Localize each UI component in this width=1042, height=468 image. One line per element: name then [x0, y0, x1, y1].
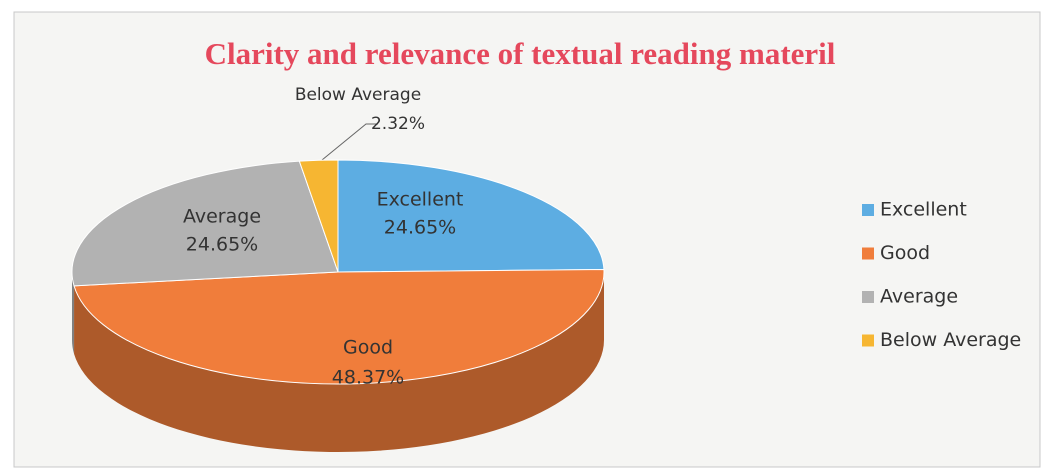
slice-category-label: Average: [183, 206, 261, 228]
slice-category-label: Below Average: [295, 85, 421, 105]
pie-slice: [71, 160, 339, 287]
slice-category-label: Excellent: [377, 189, 464, 211]
slice-value-label: 24.65%: [384, 217, 456, 239]
slice-value-label: 48.37%: [332, 367, 404, 389]
pie-tops: [71, 159, 605, 385]
legend: Excellent Good Average Below Average: [862, 199, 1021, 351]
slice-value-label: 2.32%: [371, 114, 425, 134]
leader-line: [321, 123, 378, 161]
slice-value-label: 24.65%: [186, 234, 258, 256]
legend-label: Below Average: [880, 329, 1021, 351]
legend-swatch: [862, 291, 874, 303]
pie-slice: [73, 269, 605, 385]
slice-category-label: Good: [343, 337, 393, 359]
pie-slice: [298, 159, 339, 273]
legend-label: Average: [880, 286, 958, 308]
pie-side: [74, 272, 604, 453]
legend-label: Good: [880, 242, 930, 264]
pie-slice: [337, 159, 605, 273]
legend-label: Excellent: [880, 199, 967, 221]
pie-side: [72, 272, 75, 354]
labels: Excellent 24.65% Good 48.37% Average 24.65% Be…: [183, 85, 463, 389]
legend-swatch: [862, 247, 874, 260]
chart-title: Clarity and relevance of textual reading…: [205, 36, 836, 71]
pie-sides: [72, 272, 604, 453]
legend-swatch: [862, 204, 874, 216]
legend-swatch: [862, 334, 874, 347]
